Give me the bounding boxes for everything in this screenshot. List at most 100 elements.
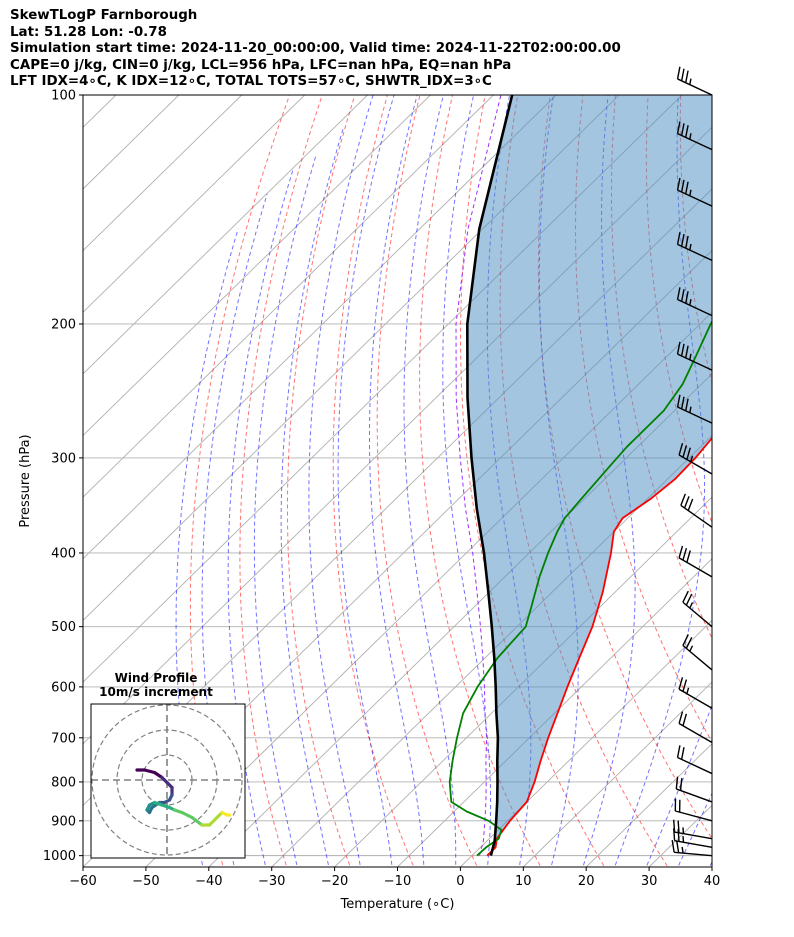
barb-flag <box>685 398 689 411</box>
barb-flag <box>675 776 679 790</box>
parcel-line <box>466 95 514 856</box>
barb-staff <box>678 557 713 578</box>
moist-adiabat <box>280 126 345 867</box>
barb-flag <box>682 679 688 692</box>
wind-barb <box>675 776 713 803</box>
dry-adiabat <box>713 95 794 872</box>
barb-flag <box>687 498 694 511</box>
hodograph-segment <box>142 768 157 775</box>
chart-header: SkewTLogP Farnborough Lat: 51.28 Lon: -0… <box>10 8 621 91</box>
barb-staff <box>680 504 713 528</box>
isotherm <box>775 95 794 867</box>
wind-barb <box>676 121 713 151</box>
barb-staff <box>678 688 713 709</box>
y-axis-label: Pressure (hPa) <box>18 434 33 527</box>
x-tick-label: 40 <box>704 874 721 889</box>
x-tick-label: −60 <box>69 874 96 889</box>
barb-flag <box>685 593 693 606</box>
moist-adiabat <box>645 703 712 867</box>
barb-flag <box>678 677 684 690</box>
dry-adiabat <box>287 95 356 867</box>
barb-flag <box>682 634 689 646</box>
barb-flag <box>682 548 688 561</box>
barb-flag <box>685 70 689 83</box>
barb-flag <box>685 291 689 304</box>
y-tick-label: 700 <box>51 731 76 746</box>
dry-adiabat <box>778 95 794 872</box>
dry-adiabat <box>419 95 542 867</box>
x-tick-label: −30 <box>258 874 285 889</box>
cin-shading <box>467 95 712 856</box>
isotherm <box>522 681 712 867</box>
barb-flag <box>682 445 688 458</box>
barb-flag <box>671 839 675 853</box>
wind-barb <box>676 232 713 262</box>
x-tick-label: −50 <box>132 874 159 889</box>
barb-half-flag <box>689 406 692 413</box>
barb-staff <box>677 78 713 96</box>
x-tick-label: 0 <box>456 874 464 889</box>
wind-barb <box>676 341 713 371</box>
wind-barb <box>678 545 713 578</box>
barb-flag <box>683 496 690 509</box>
barb-flag <box>685 125 689 138</box>
barb-staff <box>677 406 713 424</box>
inset-frame <box>90 703 246 859</box>
barb-staff <box>677 756 713 775</box>
wind-barb <box>682 590 713 628</box>
wind-barb <box>673 828 713 848</box>
inset-bg <box>91 704 245 858</box>
barb-staff <box>678 722 713 744</box>
y-tick-label: 100 <box>51 89 76 104</box>
barb-flag <box>678 442 684 456</box>
wind-barb <box>676 745 713 775</box>
dry-adiabat <box>376 95 478 867</box>
inset-title: Wind Profile <box>115 671 198 685</box>
time-line: Simulation start time: 2024-11-20_00:00:… <box>10 41 621 57</box>
moist-adiabat <box>253 155 317 867</box>
barb-flag <box>680 68 685 81</box>
barb-half-flag <box>689 602 694 609</box>
barb-half-flag <box>689 78 692 85</box>
barb-flag <box>680 493 686 506</box>
hodograph-segment <box>207 815 219 827</box>
y-tick-label: 900 <box>51 814 76 829</box>
x-tick-label: −20 <box>321 874 348 889</box>
barb-flag <box>678 545 684 559</box>
wind-barb <box>676 66 713 96</box>
y-tick-label: 1000 <box>43 849 76 864</box>
wind-barb <box>678 711 713 744</box>
barb-flag <box>673 828 676 841</box>
isotherm <box>83 95 305 313</box>
barb-staff <box>677 298 713 317</box>
barb-flag <box>682 590 689 603</box>
barb-flag <box>676 745 681 758</box>
x-tick-label: −10 <box>384 874 411 889</box>
barb-flag <box>680 233 685 247</box>
barb-flag <box>676 177 681 191</box>
barb-flag <box>685 345 689 359</box>
barb-half-flag <box>689 353 692 360</box>
y-tick-label: 200 <box>51 317 76 332</box>
isotherm <box>460 619 712 867</box>
barb-flag <box>680 343 685 357</box>
barb-staff <box>676 788 713 803</box>
dewpoint-line <box>448 319 712 857</box>
dry-adiabat <box>239 95 323 867</box>
x-tick-label: 10 <box>515 874 532 889</box>
wind-barb <box>671 839 713 857</box>
barb-staff <box>677 243 713 262</box>
inset-content <box>91 704 245 858</box>
barb-staff <box>677 189 713 207</box>
moist-adiabat <box>308 95 374 867</box>
barb-half-flag <box>689 299 692 306</box>
barb-flag <box>682 713 688 726</box>
barb-half-flag <box>689 133 692 140</box>
dry-adiabat <box>746 95 794 872</box>
barb-flag <box>676 121 681 134</box>
barb-flag <box>677 829 680 842</box>
barb-half-flag <box>690 455 694 462</box>
barb-flag <box>680 179 685 193</box>
y-tick-label: 300 <box>51 451 76 466</box>
barb-flag <box>679 778 683 791</box>
